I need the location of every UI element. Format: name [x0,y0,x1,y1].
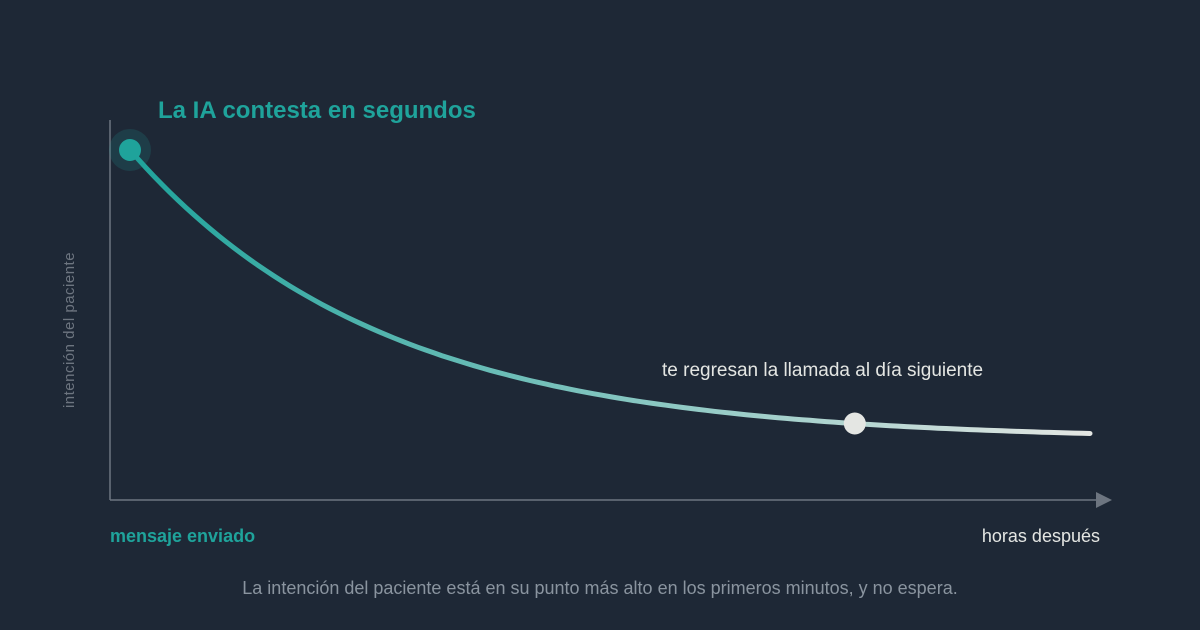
y-axis-label: intención del paciente [61,252,78,408]
series-line-intention [127,147,1093,436]
annotation-late: te regresan la llamada al día siguiente [662,360,983,381]
chart-caption: La intención del paciente está en su pun… [242,578,958,598]
start-point [119,139,141,161]
x-start-label: mensaje enviado [110,526,255,546]
annotation-start: La IA contesta en segundos [158,97,476,124]
late-point [843,412,866,435]
x-axis-arrow-icon [1096,492,1112,508]
x-end-label: horas después [982,526,1100,546]
